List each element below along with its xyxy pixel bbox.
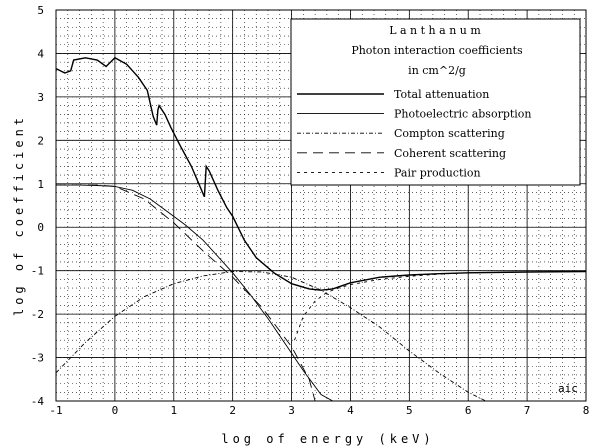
y-tick-label: -1 (31, 265, 44, 278)
y-tick-label: -4 (31, 395, 45, 408)
legend-box (290, 18, 581, 186)
legend-label-5: Pair production (394, 166, 481, 179)
y-tick-label: 1 (37, 178, 44, 191)
x-tick-label: 5 (406, 404, 413, 417)
legend-items: Total attenuation Photoelectric absorptio… (297, 88, 532, 179)
x-tick-label: 3 (288, 404, 295, 417)
plot-frame (55, 9, 587, 402)
y-tick-label: -2 (31, 308, 44, 321)
legend-title: L a n t h a n u m (389, 24, 481, 37)
x-tick-label: 6 (465, 404, 472, 417)
series-line-3 (56, 271, 487, 401)
series-line-4 (56, 184, 316, 401)
series-line-5 (294, 271, 586, 341)
x-tick-label: -1 (49, 404, 62, 417)
y-tick-label: 2 (37, 134, 44, 147)
x-tick-label: 7 (524, 404, 531, 417)
legend-subtitle-1: Photon interaction coefficients (351, 44, 523, 57)
y-tick-label: 0 (37, 221, 44, 234)
y-tick-label: 4 (37, 47, 44, 60)
legend-subtitle-2: in cm^2/g (408, 64, 466, 77)
corner-text: aic (558, 382, 578, 395)
legend-label-2: Photoelectric absorption (394, 108, 532, 121)
y-axis-label: log of coefficient (12, 114, 26, 316)
legend-label-4: Coherent scattering (394, 147, 506, 160)
series-lines (56, 56, 586, 401)
legend-label-3: Compton scattering (394, 127, 505, 140)
y-tick-label: 5 (37, 4, 44, 17)
tick-labels: -1 0 1 2 3 4 5 6 7 8 5 4 3 2 1 0 -1 -2 -3 -4 (31, 4, 590, 417)
x-tick-label: 8 (583, 404, 590, 417)
legend: L a n t h a n u m Photon interaction coe… (290, 18, 581, 186)
legend-label-1: Total attenuation (394, 88, 489, 101)
y-tick-label: 3 (37, 91, 44, 104)
x-tick-label: 0 (112, 404, 119, 417)
x-tick-label: 4 (347, 404, 354, 417)
x-tick-label: 2 (229, 404, 236, 417)
series-line-1 (56, 56, 586, 291)
x-tick-label: 1 (170, 404, 177, 417)
y-tick-label: -3 (31, 352, 44, 365)
x-axis-label: log of energy (keV) (221, 432, 434, 446)
